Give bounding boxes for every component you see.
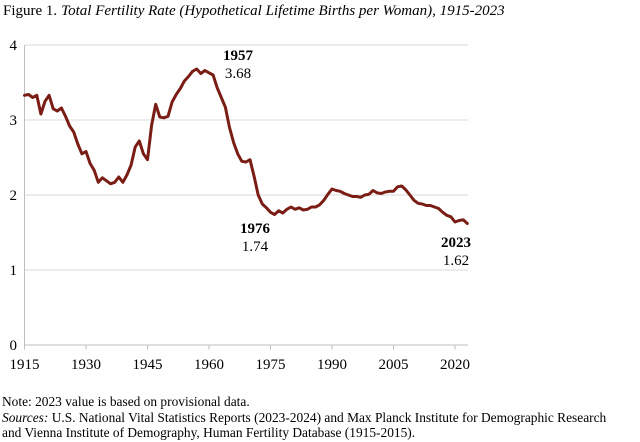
annotation-2023-value: 1.62	[442, 253, 470, 269]
tfr-line-series	[23, 67, 469, 225]
x-tick-label: 1930	[71, 357, 101, 373]
annotation-2023-year: 2023	[441, 235, 471, 251]
sources-line2: and Vienna Institute of Demography, Huma…	[2, 425, 416, 441]
figure-title: Figure 1. Total Fertility Rate (Hypotheti…	[3, 3, 505, 20]
axes	[24, 45, 468, 350]
annotation-peak-1957: 1957 3.68	[198, 47, 278, 83]
x-tick-label: 1945	[133, 357, 163, 373]
annotation-1957-year: 1957	[223, 48, 253, 64]
x-tick-label: 2005	[379, 357, 409, 373]
x-tick-label: 1960	[194, 357, 224, 373]
axis-tick-labels: 0 1 2 3 4 1915 1930 1945 1960 1975 1990 2005 2020	[10, 38, 471, 373]
x-tick-label: 1975	[256, 357, 286, 373]
note-line: Note: 2023 value is based on provisional…	[2, 394, 250, 409]
x-tick-label: 1990	[317, 357, 347, 373]
x-tick-label: 1915	[10, 357, 40, 373]
y-tick-label: 3	[10, 113, 18, 129]
annotation-latest-2023: 2023 1.62	[416, 234, 496, 270]
annotation-trough-1976: 1976 1.74	[215, 220, 295, 256]
x-tick-label: 2020	[440, 357, 470, 373]
y-tick-label: 0	[10, 338, 18, 354]
y-tick-label: 2	[10, 188, 18, 204]
footnotes: Note: 2023 value is based on provisional…	[2, 394, 632, 441]
sources-label: Sources:	[2, 409, 49, 425]
y-tick-label: 4	[10, 38, 18, 54]
gridlines	[24, 44, 468, 271]
annotation-1976-value: 1.74	[241, 239, 269, 255]
figure-title-prefix: Figure 1.	[3, 3, 58, 19]
y-tick-label: 1	[10, 263, 18, 279]
figure-title-main: Total Fertility Rate (Hypothetical Lifet…	[61, 3, 505, 19]
annotation-1976-year: 1976	[240, 221, 270, 237]
sources-line1: Sources: U.S. National Vital Statistics …	[2, 410, 632, 426]
sources-text-1: U.S. National Vital Statistics Reports (…	[48, 409, 607, 425]
annotation-1957-value: 3.68	[224, 66, 252, 82]
